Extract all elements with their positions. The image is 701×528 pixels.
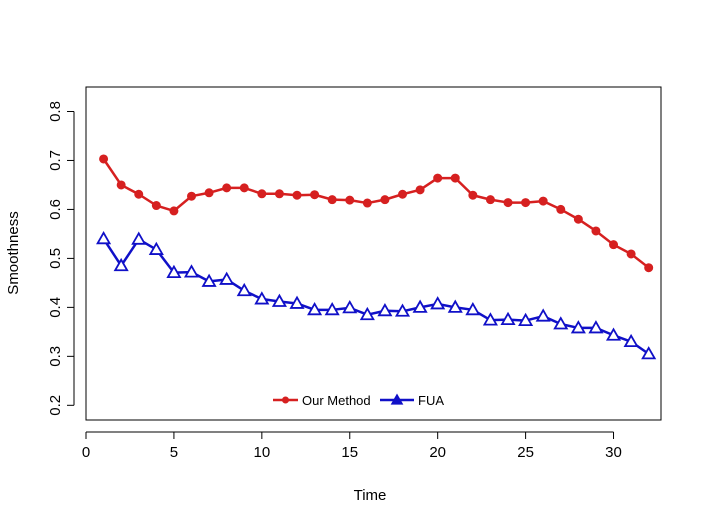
data-point-our-method [538,196,548,206]
data-point-our-method [222,183,232,193]
data-point-our-method [433,173,443,183]
series-layer [96,154,657,360]
data-point-our-method [398,189,408,199]
data-point-fua [518,312,534,326]
data-point-our-method [99,154,109,164]
data-point-fua [342,300,358,314]
data-point-fua [113,257,129,272]
x-tick-label: 30 [605,444,622,461]
data-point-our-method [556,204,566,214]
data-point-our-method [521,198,531,208]
data-point-fua [553,316,569,330]
y-tick-label: 0.7 [47,150,64,171]
data-point-our-method [362,198,372,208]
data-point-fua [623,333,639,348]
x-axis-title: Time [354,487,387,504]
data-point-our-method [116,180,126,190]
data-point-our-method [292,190,302,200]
data-point-fua [570,320,586,334]
data-point-fua [96,230,112,245]
data-point-our-method [327,195,337,205]
data-point-our-method [204,188,214,198]
legend-marker-fua [390,393,404,405]
data-point-fua [641,346,657,360]
data-point-our-method [310,190,320,200]
y-tick-label: 0.2 [47,395,64,416]
data-point-our-method [573,214,583,224]
data-point-fua [482,312,498,326]
data-point-our-method [134,189,144,199]
data-point-fua [271,293,287,307]
data-point-fua [219,271,235,285]
data-point-our-method [626,249,636,259]
x-tick-label: 20 [429,444,446,461]
data-point-our-method [169,206,179,216]
data-point-our-method [257,189,267,199]
data-point-fua [500,311,516,326]
legend-label: Our Method [302,393,371,408]
data-point-our-method [468,190,478,200]
data-point-our-method [274,189,284,199]
y-tick-label: 0.3 [47,346,64,367]
data-point-fua [412,299,428,313]
y-axis-title: Smoothness [5,211,22,294]
series-line-fua [102,238,650,355]
data-point-our-method [187,191,197,201]
data-point-fua [359,306,375,321]
data-point-fua [324,302,340,316]
data-point-fua [166,264,182,278]
y-axis: 0.2 0.3 0.4 0.5 0.6 0.7 0.8 [47,101,75,416]
data-point-fua [201,273,217,287]
legend-label: FUA [418,393,444,408]
data-point-our-method [591,226,601,236]
data-point-our-method [609,240,619,250]
data-point-fua [254,291,270,305]
data-point-fua [430,296,446,310]
y-tick-label: 0.5 [47,248,64,269]
data-point-fua [447,299,463,313]
data-point-fua [236,282,252,297]
legend-marker-our-method [282,396,289,404]
data-point-fua [183,264,200,278]
y-tick-label: 0.4 [47,297,64,318]
x-tick-label: 25 [517,444,534,461]
data-point-our-method [345,195,355,205]
data-point-our-method [644,263,654,273]
data-point-our-method [503,198,513,208]
data-point-fua [377,302,393,317]
data-point-fua [588,320,604,334]
data-point-our-method [415,185,425,195]
x-axis: 0 5 10 15 20 25 30 [82,431,622,461]
data-point-fua [465,302,481,316]
data-point-fua [148,241,164,255]
data-point-fua [131,231,147,245]
data-point-fua [307,302,323,316]
x-tick-label: 10 [253,444,270,461]
x-tick-label: 5 [170,444,178,461]
x-tick-label: 0 [82,444,90,461]
data-point-our-method [151,201,161,211]
plot-frame [85,86,662,421]
data-point-fua [289,295,305,309]
x-tick-label: 15 [341,444,358,461]
data-point-our-method [239,183,249,193]
y-tick-label: 0.6 [47,199,64,220]
data-point-our-method [380,195,390,205]
data-point-fua [535,308,551,322]
data-point-our-method [450,173,460,183]
data-point-fua [605,327,622,341]
data-point-our-method [485,195,495,205]
legend: Our Method FUA [273,393,444,408]
data-point-fua [394,303,411,317]
series-line-our-method [102,158,650,269]
y-tick-label: 0.8 [47,101,64,122]
